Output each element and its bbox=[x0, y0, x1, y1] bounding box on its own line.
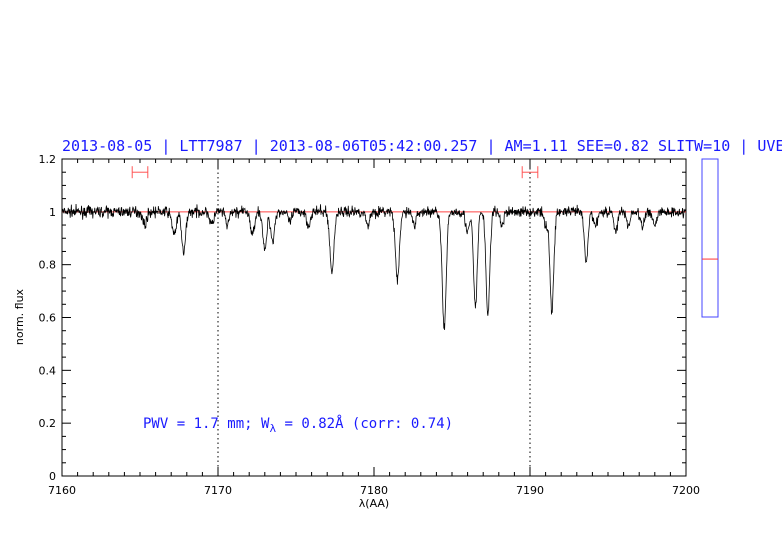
axis-tick-labels: 7160 7170 7180 7190 7200 0 0.2 0.4 0.6 0.8 1 1.2 bbox=[39, 153, 701, 497]
spectrum-line bbox=[61, 204, 687, 331]
y-axis-title: norm. flux bbox=[13, 288, 26, 345]
y-tick-label: 0 bbox=[49, 470, 56, 483]
continuum-window-markers bbox=[131, 166, 539, 179]
x-tick-label: 7170 bbox=[204, 484, 232, 497]
chart-title: 2013-08-05 | LTT7987 | 2013-08-06T05:42:… bbox=[62, 137, 782, 155]
y-tick-label: 1 bbox=[49, 206, 56, 219]
y-tick-label: 0.8 bbox=[39, 259, 57, 272]
pwv-annotation-subscript: λ bbox=[269, 422, 276, 435]
y-tick-label: 0.6 bbox=[39, 312, 57, 325]
x-tick-label: 7200 bbox=[672, 484, 700, 497]
y-tick-label: 1.2 bbox=[39, 153, 57, 166]
pwv-annotation: PWV = 1.7 mm; Wλ = 0.82Å (corr: 0.74) bbox=[143, 415, 453, 435]
side-indicator-box bbox=[701, 158, 719, 318]
x-tick-label: 7160 bbox=[48, 484, 76, 497]
axis-ticks bbox=[61, 158, 687, 477]
y-tick-label: 0.4 bbox=[39, 364, 57, 377]
continuum-window bbox=[521, 166, 539, 179]
x-tick-label: 7180 bbox=[360, 484, 388, 497]
pwv-annotation-text: PWV = 1.7 mm; W bbox=[143, 416, 270, 432]
x-tick-label: 7190 bbox=[516, 484, 544, 497]
pwv-annotation-value: = 0.82Å (corr: 0.74) bbox=[276, 415, 453, 432]
x-axis-title: λ(AA) bbox=[359, 497, 389, 510]
y-tick-label: 0.2 bbox=[39, 417, 57, 430]
vertical-marker-lines bbox=[217, 159, 531, 476]
continuum-window bbox=[131, 166, 149, 179]
